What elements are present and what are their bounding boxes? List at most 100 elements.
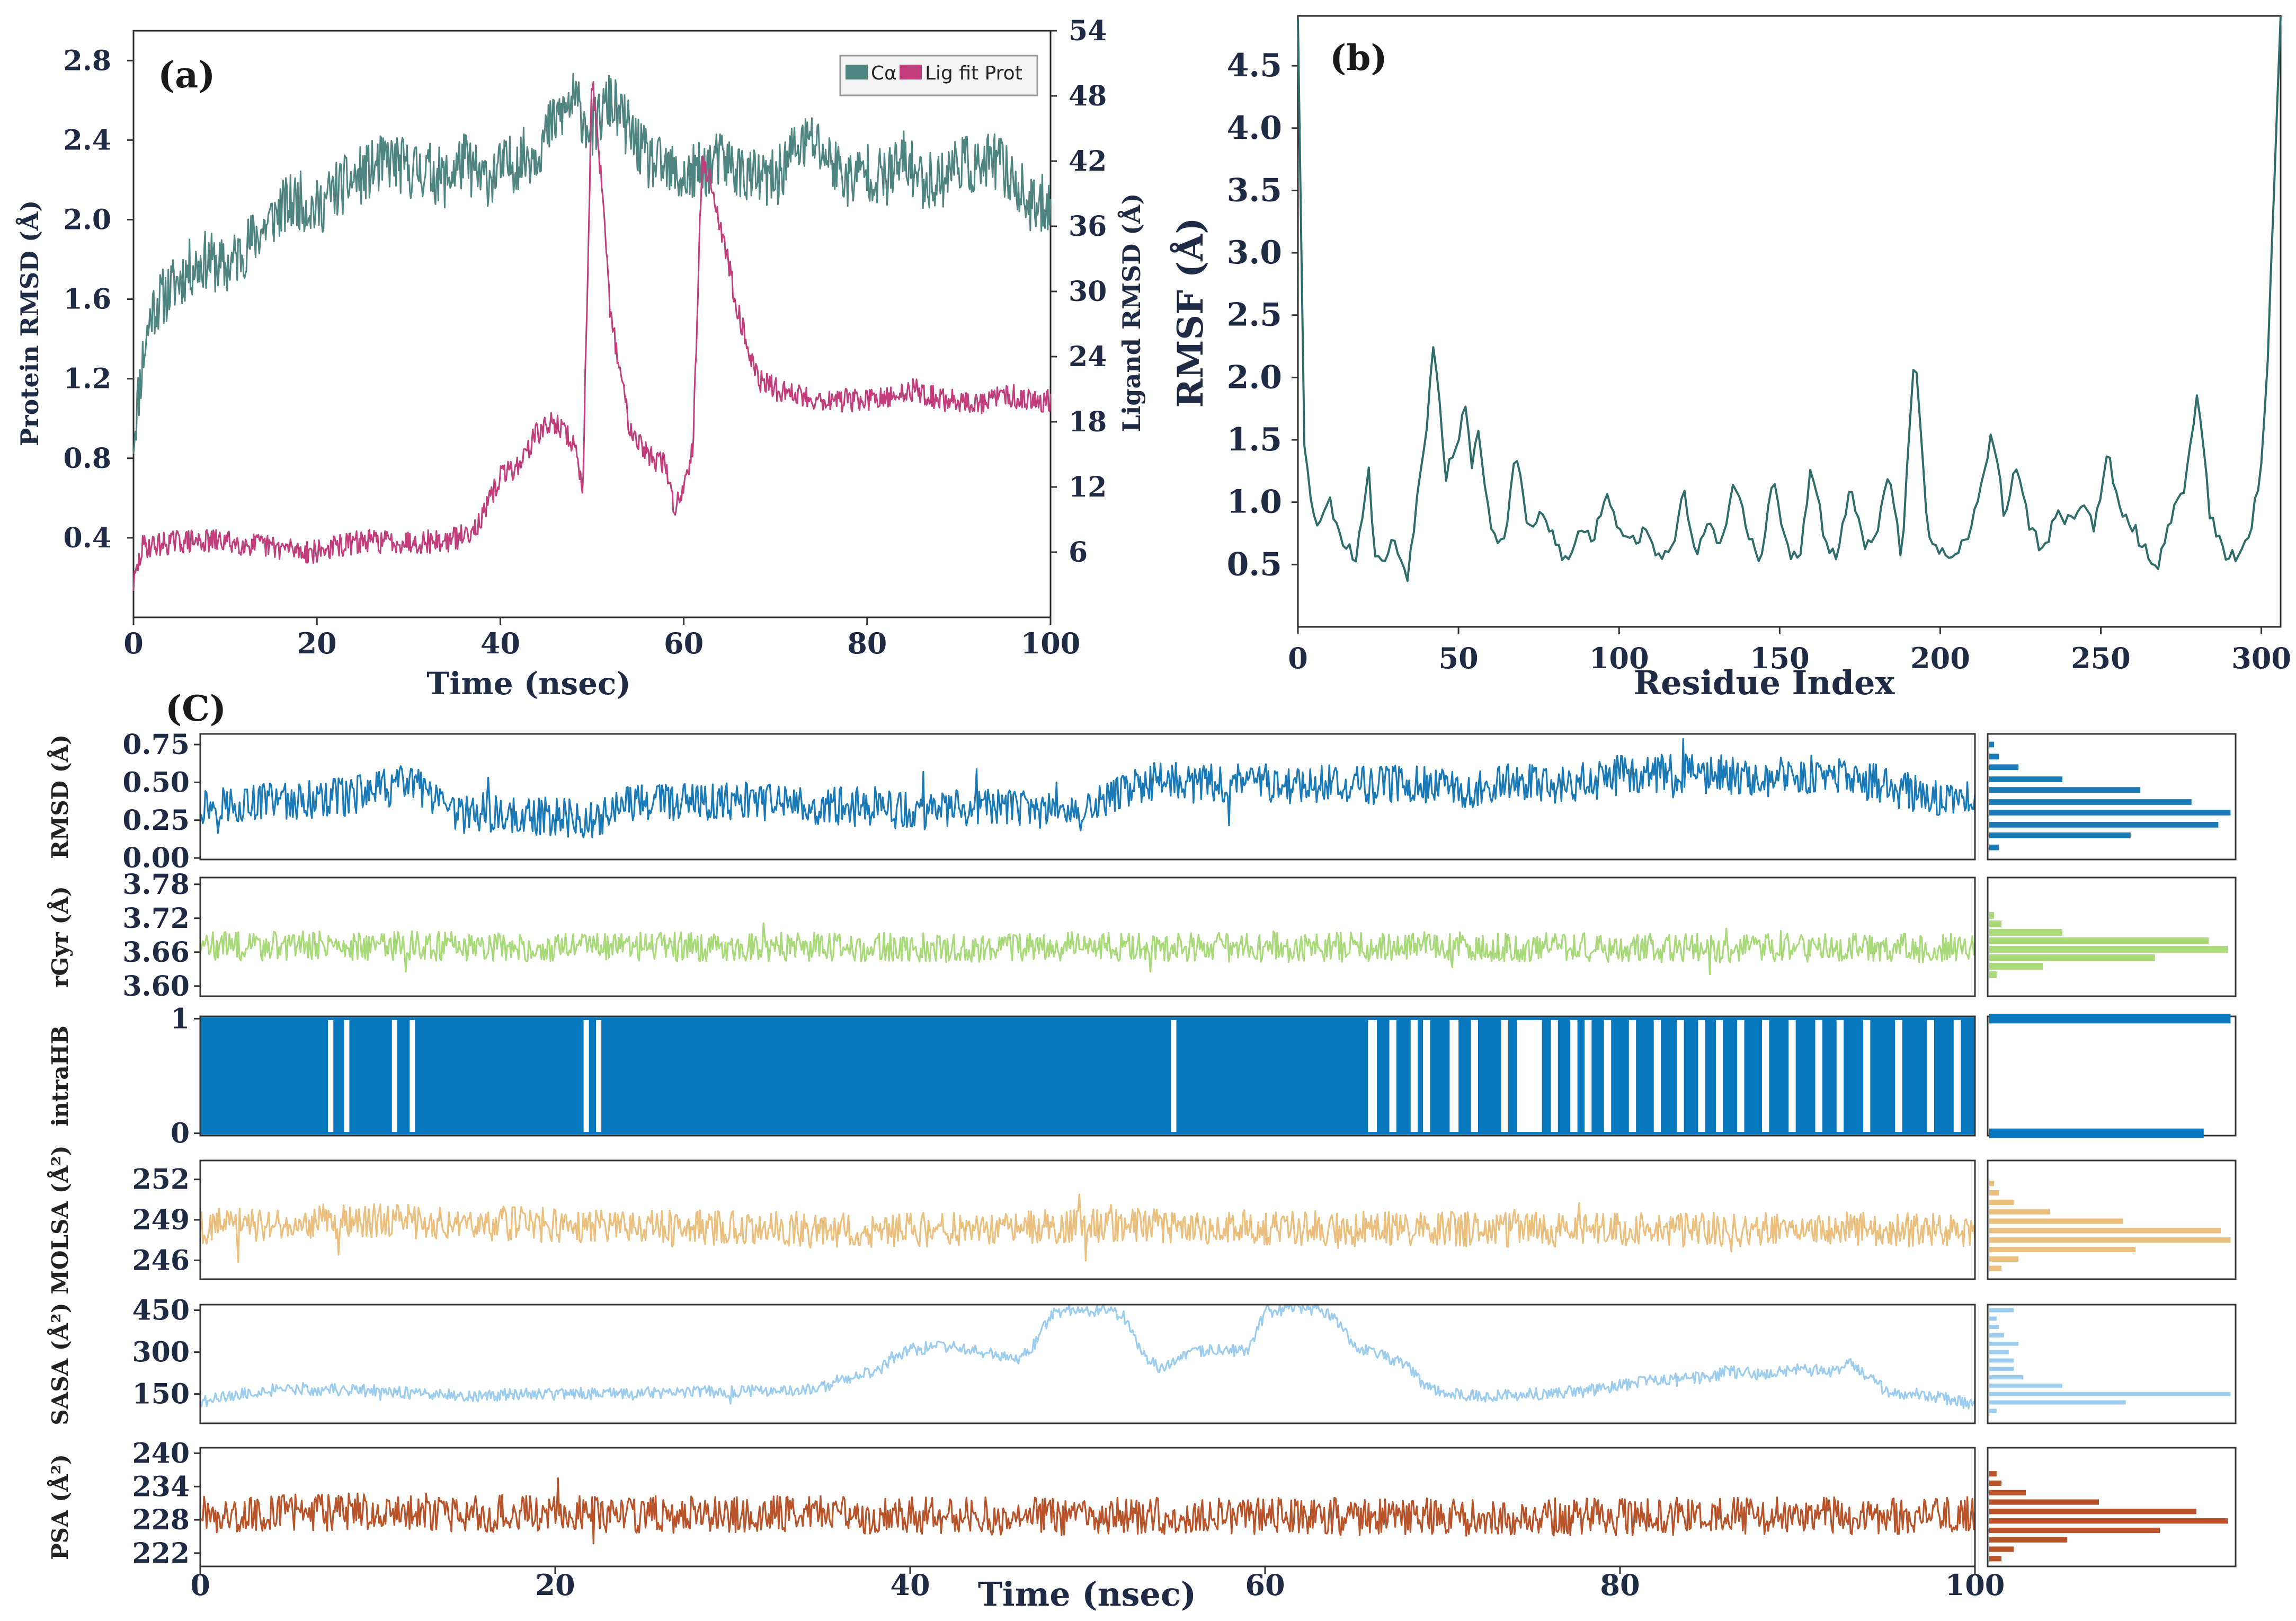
histogram-bar bbox=[1989, 764, 2019, 770]
panel-c-ytick-label: 240 bbox=[132, 1437, 190, 1469]
panel-c-rows: 0.00 0.25 0.50 0.75 RMSD (Å) 3.603.663.723.78… bbox=[47, 729, 2237, 1570]
panel-c-ytick-label: 3.66 bbox=[122, 936, 190, 969]
histogram-bar bbox=[1989, 821, 2219, 828]
panel-a-xtick-label: 40 bbox=[480, 626, 520, 660]
intrahb-gap bbox=[1501, 1017, 1508, 1135]
panel-c-xtick-label: 40 bbox=[890, 1568, 930, 1602]
panel-c-histogram-c-rmsd bbox=[1987, 733, 2237, 861]
panel-b-label: (b) bbox=[1330, 37, 1387, 78]
panel-c-histogram-c-psa bbox=[1987, 1447, 2237, 1567]
histogram-bar bbox=[1989, 1499, 2099, 1505]
panel-b-ytick-label: 2.0 bbox=[1227, 359, 1282, 396]
panel-c-xtick-label: 20 bbox=[535, 1568, 575, 1602]
panel-c-ylabel: RMSD (Å) bbox=[47, 734, 73, 859]
panel-a-label: (a) bbox=[158, 54, 215, 96]
panel-c-row-frame bbox=[199, 733, 1976, 861]
panel-a-y2tick-label: 54 bbox=[1069, 15, 1107, 47]
intrahb-gap bbox=[1677, 1017, 1684, 1135]
intrahb-gap bbox=[1471, 1017, 1478, 1135]
intrahb-gap bbox=[391, 1017, 397, 1135]
panel-a-ytick-label: 1.6 bbox=[64, 284, 111, 316]
panel-c-xtick-label: 100 bbox=[1945, 1568, 2005, 1602]
intrahb-gap bbox=[1953, 1017, 1961, 1135]
panel-c-ylabel: SASA (Å²) bbox=[47, 1303, 73, 1425]
histogram-frame bbox=[1987, 876, 2237, 997]
panel-c-histogram-c-sasa bbox=[1987, 1304, 2237, 1424]
series-ca-line bbox=[132, 73, 1052, 454]
panel-c-ytick-label: 150 bbox=[132, 1378, 190, 1411]
panel-c-histogram-c-rgyr bbox=[1987, 876, 2237, 997]
panel-a-legend: Cα Lig fit Prot bbox=[839, 55, 1038, 96]
histogram-bar bbox=[1989, 1518, 2228, 1524]
panel-c-ylabel: intraHB bbox=[47, 1025, 73, 1126]
panel-a-xtick-label: 80 bbox=[847, 626, 887, 660]
histogram-bar bbox=[1989, 741, 1995, 748]
intrahb-gap bbox=[1551, 1017, 1558, 1135]
panel-a-y2tick-label: 6 bbox=[1069, 536, 1088, 569]
panel-c-row-frame bbox=[199, 1015, 1976, 1137]
panel-b-ytick-label: 2.5 bbox=[1227, 297, 1282, 334]
histogram-frame bbox=[1987, 1159, 2237, 1280]
histogram-bar bbox=[1989, 1218, 2123, 1224]
panel-a-ytick-label: 2.0 bbox=[64, 203, 111, 236]
intrahb-gap bbox=[1836, 1017, 1844, 1135]
intrahb-gap bbox=[1449, 1017, 1459, 1135]
histogram-bar bbox=[1989, 1256, 2019, 1262]
panel-b-ylabel: RMSF (Å) bbox=[1170, 217, 1211, 408]
histogram-bar bbox=[1989, 1537, 2068, 1543]
histogram-bar bbox=[1989, 810, 2231, 816]
histogram-bar bbox=[1989, 1316, 1997, 1321]
histogram-bar bbox=[1989, 1128, 2204, 1138]
legend-swatch-ca bbox=[846, 65, 868, 79]
panel-a-ticks: 0 20 40 60 80 100 0.4 0.8 1.2 1.6 2.0 2.4 2.8 6 12 18 24… bbox=[64, 15, 1107, 660]
intrahb-gap bbox=[1737, 1017, 1745, 1135]
panel-c-ylabel: MOLSA (Å²) bbox=[47, 1146, 73, 1295]
legend-swatch-lig bbox=[900, 65, 922, 79]
intrahb-gap bbox=[1698, 1017, 1705, 1135]
intrahb-gap bbox=[328, 1017, 334, 1135]
histogram-bar bbox=[1989, 1341, 2019, 1346]
series-c-sasa-line bbox=[200, 1305, 1975, 1410]
histogram-bar bbox=[1989, 1471, 1997, 1477]
intrahb-gap bbox=[1863, 1017, 1871, 1135]
histogram-bar bbox=[1989, 946, 2228, 953]
panel-c-row-c-intrahb: 0 1 intraHB bbox=[47, 1003, 2237, 1150]
panel-b-xtick-label: 100 bbox=[1589, 641, 1649, 675]
panel-b-xtick-label: 200 bbox=[1910, 641, 1970, 675]
panel-b-frame bbox=[1297, 15, 2282, 628]
histogram-frame bbox=[1987, 733, 2237, 861]
histogram-bar bbox=[1989, 1333, 2004, 1337]
intrahb-gap bbox=[410, 1017, 415, 1135]
intrahb-gap bbox=[1788, 1017, 1796, 1135]
panel-a-y2tick-label: 48 bbox=[1069, 80, 1107, 112]
series-c-rgyr-line bbox=[200, 922, 1975, 976]
panel-c-ytick-label: 0.25 bbox=[122, 804, 190, 837]
series-c-psa-line bbox=[200, 1477, 1975, 1545]
panel-a-ytick-label: 0.4 bbox=[64, 522, 111, 554]
histogram-bar bbox=[1989, 1190, 1999, 1196]
histogram-bar bbox=[1989, 1014, 2231, 1024]
histogram-bar bbox=[1989, 844, 1999, 851]
histogram-bar bbox=[1989, 929, 2062, 936]
panel-c-ytick-label: 249 bbox=[132, 1204, 190, 1236]
panel-c-label: (C) bbox=[165, 688, 226, 729]
intrahb-gap bbox=[1815, 1017, 1822, 1135]
intrahb-gap bbox=[1585, 1017, 1592, 1135]
histogram-bar bbox=[1989, 1375, 2024, 1379]
histogram-bar bbox=[1989, 1246, 2135, 1253]
histogram-bar bbox=[1989, 1556, 2001, 1562]
panel-c-ytick-label: 3.60 bbox=[122, 970, 190, 1003]
panel-a-y2tick-label: 24 bbox=[1069, 341, 1107, 373]
panel-a-xtick-label: 60 bbox=[664, 626, 704, 660]
panel-c-ylabel: rGyr (Å) bbox=[47, 886, 73, 987]
panel-b-ytick-label: 3.5 bbox=[1227, 172, 1282, 209]
histogram-bar bbox=[1989, 1237, 2231, 1243]
panel-c-row-c-rgyr: 3.603.663.723.78 rGyr (Å) bbox=[47, 869, 2237, 1003]
panel-c-histogram-c-molsa bbox=[1987, 1159, 2237, 1280]
histogram-bar bbox=[1989, 1367, 2014, 1371]
panel-b-ytick-label: 4.5 bbox=[1227, 47, 1282, 84]
panel-b-xtick-label: 0 bbox=[1288, 641, 1308, 675]
intrahb-gap bbox=[344, 1017, 350, 1135]
panel-c-xlabel: Time (nsec) bbox=[978, 1575, 1196, 1614]
panel-c-ytick-label: 450 bbox=[132, 1295, 190, 1327]
